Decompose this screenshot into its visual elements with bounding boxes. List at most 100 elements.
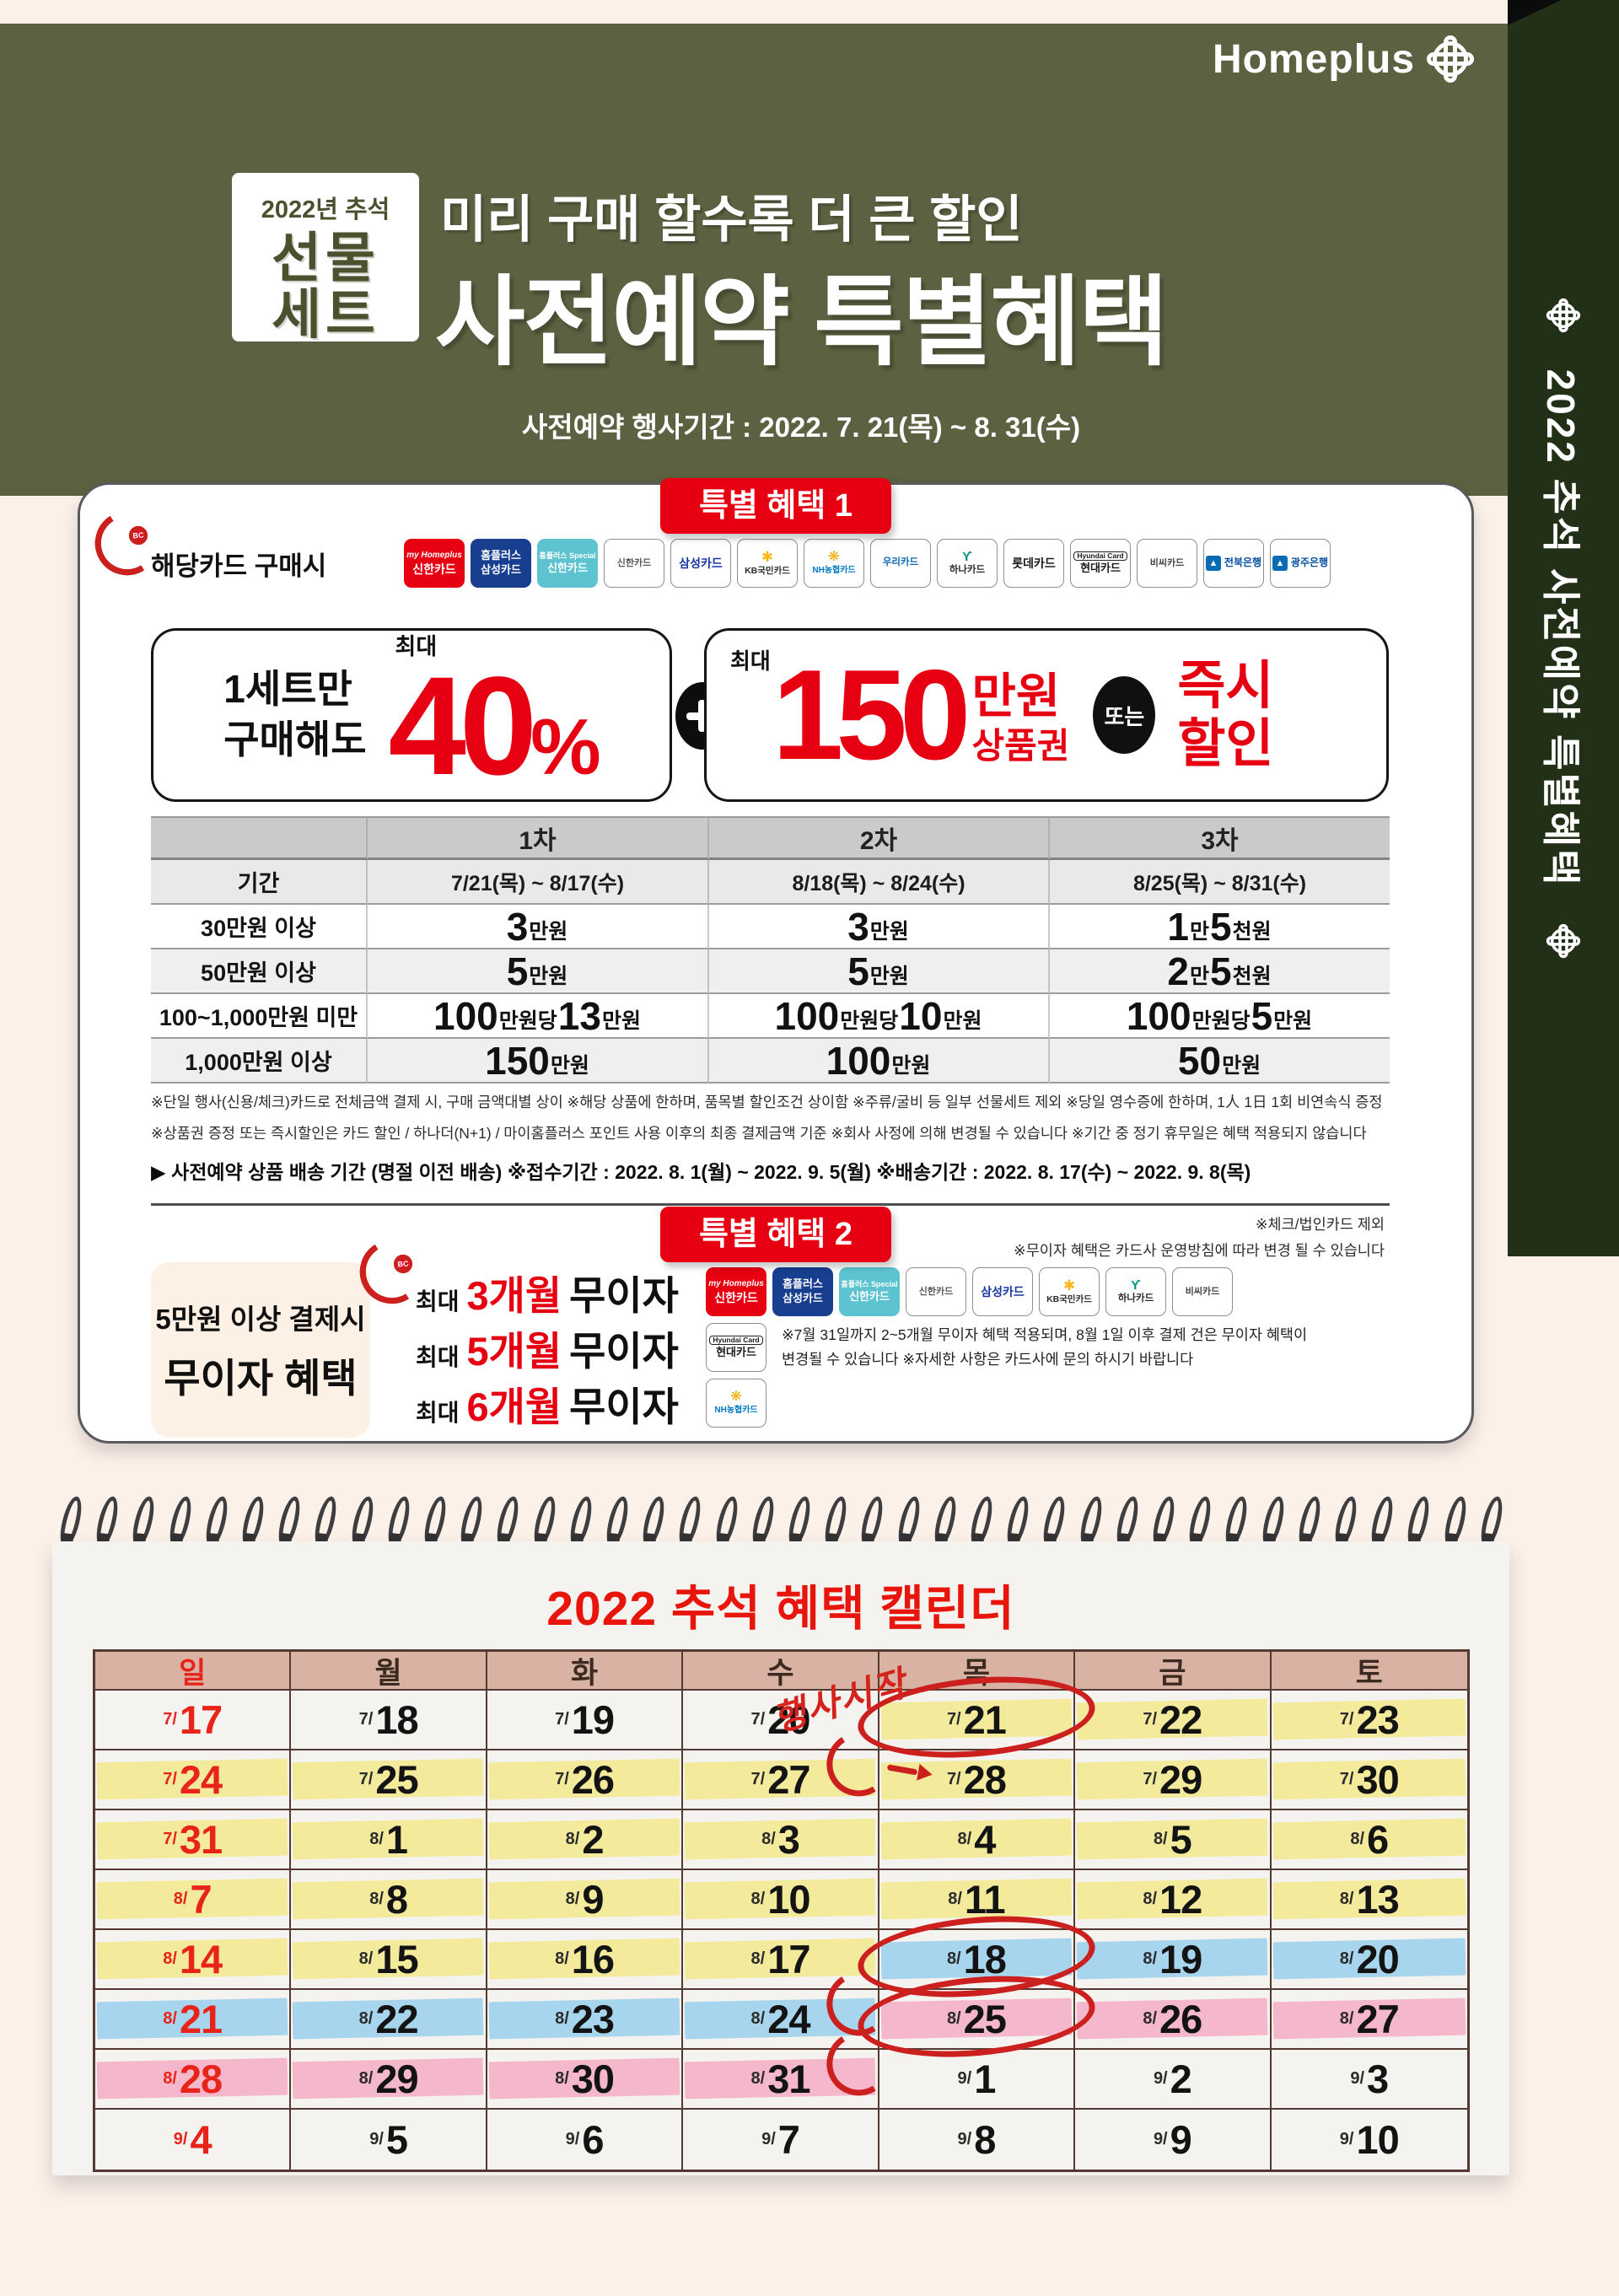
calendar-day-month: 9/	[565, 2130, 580, 2148]
calendar-day-number: 7	[777, 2117, 800, 2162]
rate-value-seg: 만원	[869, 965, 909, 988]
rate-value-seg: 만	[1189, 920, 1209, 944]
calendar-day-number: 26	[571, 1757, 615, 1802]
homeplus-plus-icon	[1546, 924, 1581, 959]
bc-card-label: 비씨카드	[1185, 1286, 1220, 1297]
hyundai-card: Hyundai Card 현대카드	[706, 1323, 766, 1372]
calendar-day: 7/24	[95, 1750, 292, 1810]
calendar-day-month: 8/	[565, 1830, 580, 1848]
interest-free-row: 최대 6개월 무이자 ❋ NH농협카드	[416, 1379, 766, 1429]
calendar-day: 9/1	[879, 2050, 1076, 2110]
rate-table-header: 1차	[368, 818, 709, 860]
max-label: 최대	[416, 1343, 460, 1370]
calendar-day-month: 9/	[957, 2130, 972, 2148]
hyundai-card-note: ※7월 31일까지 2~5개월 무이자 혜택 적용되며, 8월 1일 이후 결제…	[782, 1323, 1307, 1372]
rate-value-seg: 50	[1177, 1038, 1222, 1083]
lotte-card-label: 롯데카드	[1012, 556, 1056, 570]
rate-cell: 3 만원	[709, 905, 1050, 949]
calendar-day: 8/23	[487, 1990, 684, 2050]
interest-free-row-label: 최대 5개월 무이자	[416, 1319, 706, 1377]
rate-value-seg: 100	[826, 1038, 891, 1083]
rate-table: 1차 2차 3차 기간 7/21(목) ~ 8/17(수) 8/18(목) ~ 8/24(…	[151, 816, 1390, 1083]
rate-row-label: 30만원 이상	[151, 905, 368, 949]
calendar-day-month: 7/	[1339, 1710, 1354, 1729]
nh-nonghyup-card-icon: ❋	[730, 1390, 742, 1405]
calendar-day-month: 9/	[369, 2130, 384, 2148]
homeplus-special-shinhan-card: 홈플러스 Special 신한카드	[537, 539, 598, 588]
nh-nonghyup-card-label: NH농협카드	[714, 1406, 758, 1416]
rate-value-seg: 5	[1251, 993, 1273, 1038]
benefit2-note-1: ※체크/법인카드 제외	[1255, 1216, 1385, 1233]
gwangju-bank-label: 광주은행	[1290, 557, 1329, 569]
rate-value-seg: 천원	[1232, 965, 1272, 988]
rate-value-seg: 2	[1167, 949, 1189, 993]
homeplus-samsung-card: 홈플러스 삼성카드	[471, 539, 531, 588]
calendar-day: 8/17	[683, 1930, 879, 1990]
benefit2-badge: 특별 혜택 2	[659, 1207, 892, 1262]
rate-row-label: 1,000만원 이상	[151, 1039, 368, 1083]
calendar-day: 9/3	[1271, 2050, 1467, 2110]
calendar-day: 7/19	[487, 1691, 684, 1750]
rate-value-seg: 10	[899, 993, 943, 1038]
calendar-day-number: 5	[1170, 1817, 1192, 1862]
calendar-day: 8/20	[1271, 1930, 1467, 1990]
calendar-day: 8/6	[1271, 1810, 1467, 1870]
calendar-day-month: 7/	[358, 1770, 374, 1788]
hyundai-card: Hyundai Card 현대카드	[1070, 539, 1131, 588]
homeplus-samsung-card-label: 홈플러스	[481, 549, 521, 562]
calendar-day-number: 31	[179, 1817, 223, 1862]
calendar-day-number: 8	[974, 2117, 996, 2162]
hyundai-card-note-line: 변경될 수 있습니다 ※자세한 사항은 카드사에 문의 하시기 바랍니다	[782, 1351, 1194, 1368]
calendar-day: 7/26	[487, 1750, 684, 1810]
calendar-day-number: 5	[385, 2117, 408, 2162]
calendar-day: 8/3	[683, 1810, 879, 1870]
hana-card-icon: ϒ	[962, 549, 972, 564]
rate-value-seg: 만원	[529, 920, 568, 944]
delivery-note: ▶ 사전예약 상품 배송 기간 (명절 이전 배송) ※접수기간 : 2022.…	[151, 1161, 1251, 1183]
fine-print: ※단일 행사(신용/체크)카드로 전체금액 결제 시, 구매 금액대별 상이 ※…	[151, 1087, 1390, 1149]
calendar-day-number: 29	[375, 2057, 418, 2101]
calendar-day-month: 9/	[1350, 2069, 1365, 2088]
homeplus-logo-text: Homeplus	[1213, 36, 1416, 82]
calendar-day-month: 8/	[750, 1949, 766, 1968]
kb-kookmin-card-label: KB국민카드	[1046, 1294, 1092, 1305]
calendar-day-month: 8/	[555, 2009, 569, 2028]
homeplus-special-shinhan-card-label: 홈플러스 Special	[841, 1280, 898, 1289]
calendar-day: 9/7	[683, 2110, 879, 2170]
calendar-day: 9/8	[879, 2110, 1076, 2170]
calendar-day-month: 8/	[369, 1830, 384, 1848]
interest-free-card-logos: Hyundai Card 현대카드	[706, 1323, 766, 1372]
fine-print-line: ※상품권 증정 또는 즉시할인은 카드 할인 / 하나더(N+1) / 마이홈플…	[151, 1124, 1367, 1142]
homeplus-special-shinhan-card: 홈플러스 Special 신한카드	[839, 1267, 900, 1316]
calendar-day-month: 8/	[555, 1949, 569, 1968]
rate-cell: 8/25(목) ~ 8/31(수)	[1050, 860, 1390, 905]
homeplus-samsung-card: 홈플러스 삼성카드	[772, 1267, 833, 1316]
rate-row-label: 100~1,000만원 미만	[151, 994, 368, 1039]
calendar-day: 8/12	[1075, 1870, 1272, 1930]
calendar-day: 7/27	[683, 1750, 879, 1810]
fine-print-line: ※단일 행사(신용/체크)카드로 전체금액 결제 시, 구매 금액대별 상이 ※…	[151, 1094, 1383, 1110]
calendar-day: 8/22	[291, 1990, 487, 2050]
calendar-day: 9/9	[1075, 2110, 1272, 2170]
calendar-day: 8/15	[291, 1930, 487, 1990]
rate-value-seg: 100	[774, 993, 840, 1038]
rate-cell: 5 만원	[368, 949, 709, 994]
calendar-day-month: 8/	[1339, 1890, 1354, 1908]
calendar-day: 7/30	[1271, 1750, 1467, 1810]
rate-value-seg: 만원당	[498, 1009, 557, 1033]
calendar-day: 8/26	[1075, 1990, 1272, 2050]
homeplus-special-shinhan-card-label: 신한카드	[547, 561, 588, 574]
calendar-day-month: 8/	[1153, 1830, 1168, 1848]
hana-card-label: 하나카드	[1117, 1293, 1154, 1304]
calendar-day-number: 12	[1159, 1877, 1202, 1922]
nh-nonghyup-card: ❋ NH농협카드	[706, 1379, 766, 1428]
voucher-amount: 150	[772, 643, 971, 787]
calendar-weekday: 토	[1271, 1652, 1467, 1691]
calendar-day-number: 1	[385, 1817, 408, 1862]
calendar-day: 8/27	[1271, 1990, 1467, 2050]
calendar-day-number: 7	[190, 1877, 212, 1922]
rate-value-seg: 3	[847, 904, 869, 949]
calendar-day-number: 8	[385, 1877, 408, 1922]
calendar-day: 8/21	[95, 1990, 292, 2050]
